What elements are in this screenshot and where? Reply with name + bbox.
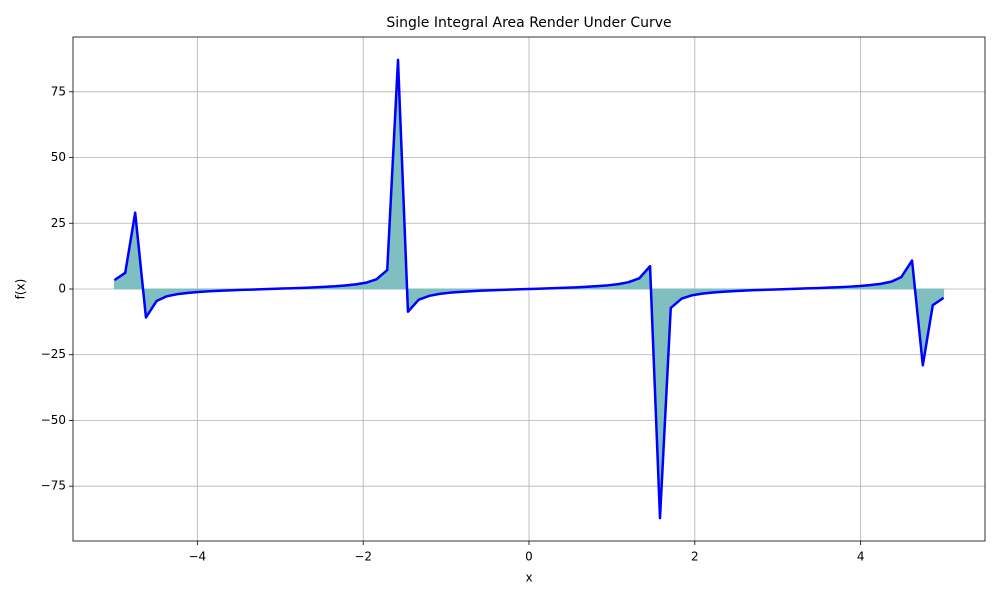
y-axis-label: f(x): [14, 279, 28, 300]
y-tick-label: 75: [51, 84, 66, 98]
y-tick-label: 25: [51, 216, 66, 230]
x-tick-label: −4: [189, 550, 207, 564]
x-tick-label: −2: [354, 550, 372, 564]
chart-title: Single Integral Area Render Under Curve: [386, 15, 671, 31]
y-tick-label: −50: [41, 413, 66, 427]
x-tick-label: 2: [691, 550, 699, 564]
x-tick-label: 4: [857, 550, 865, 564]
y-tick-label: 0: [58, 282, 66, 296]
x-tick-label: 0: [525, 550, 533, 564]
y-tick-label: −75: [41, 479, 66, 493]
x-axis-label: x: [525, 571, 532, 585]
curve-line: [113, 58, 945, 520]
y-tick-label: −25: [41, 347, 66, 361]
plot-frame: [72, 36, 986, 542]
y-tick-label: 50: [51, 150, 66, 164]
